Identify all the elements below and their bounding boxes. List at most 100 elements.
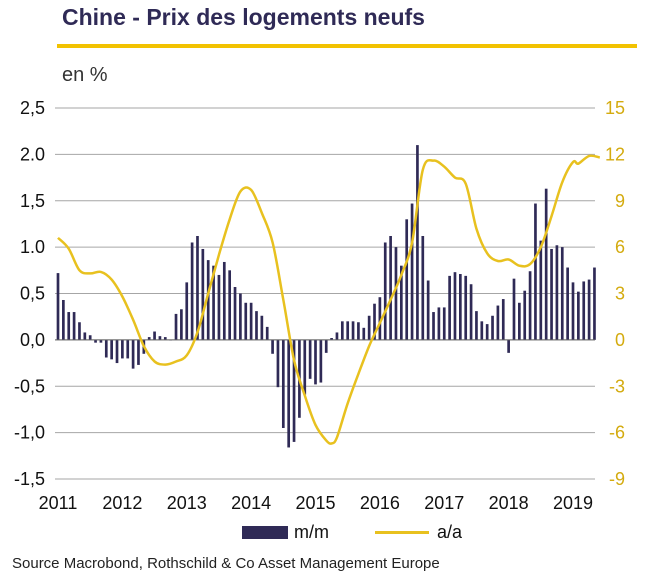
bar-mm: [491, 315, 494, 340]
bar-mm: [115, 339, 119, 364]
bar-mm: [249, 302, 253, 340]
bar-mm: [394, 247, 398, 340]
left-tick-label: 1.0: [20, 237, 45, 257]
x-tick-label: 2017: [424, 493, 464, 513]
x-tick-label: 2011: [39, 493, 78, 513]
bar-mm: [464, 275, 468, 340]
bar-mm: [357, 322, 360, 340]
bar-mm: [72, 312, 76, 340]
bar-mm: [469, 284, 473, 340]
bar-mm: [442, 307, 446, 340]
bar-mm: [432, 312, 435, 340]
bar-mm: [67, 312, 71, 340]
left-tick-label: 2,5: [20, 98, 45, 118]
bar-mm: [228, 270, 232, 340]
bar-mm: [104, 339, 108, 358]
bar-mm: [399, 265, 403, 340]
bar-mm: [351, 321, 355, 340]
bar-mm: [426, 280, 430, 340]
bar-mm: [475, 311, 478, 340]
right-tick-label: -9: [609, 469, 625, 489]
bar-mm: [244, 302, 248, 340]
bar-mm: [582, 281, 586, 340]
x-tick-label: 2013: [167, 493, 207, 513]
legend-bar-label: m/m: [294, 521, 329, 542]
bar-mm: [174, 313, 178, 340]
bar-mm: [416, 145, 419, 340]
left-tick-label: 1,5: [20, 191, 45, 211]
bar-mm: [88, 335, 92, 340]
bar-mm: [577, 291, 580, 340]
unit-label: en %: [62, 64, 108, 86]
bar-mm: [126, 339, 130, 359]
bar-mm: [512, 278, 516, 340]
bar-mm: [99, 339, 103, 343]
bar-mm: [555, 245, 559, 340]
bar-mm: [324, 339, 328, 353]
bar-mm: [330, 338, 333, 340]
right-tick-label: -3: [609, 376, 625, 396]
bar-mm: [131, 339, 135, 369]
bar-mm: [593, 267, 596, 340]
legend-line-label: a/a: [437, 521, 463, 542]
bar-mm: [201, 248, 205, 340]
right-tick-label: -6: [609, 423, 625, 443]
bar-mm: [185, 282, 189, 340]
bar-mm: [571, 282, 575, 340]
bar-mm: [308, 339, 312, 379]
bar-mm: [496, 305, 500, 340]
bar-mm: [137, 339, 140, 365]
legend: m/m a/a: [242, 521, 462, 543]
bar-mm: [260, 315, 264, 340]
x-tick-label: 2019: [553, 493, 593, 513]
bar-mm: [94, 339, 97, 343]
left-tick-label: -1,5: [14, 469, 45, 489]
bar-mm: [405, 219, 409, 340]
source-note: Source Macrobond, Rothschild & Co Asset …: [12, 555, 440, 572]
left-tick-label: 0,0: [20, 330, 45, 350]
bar-mm: [121, 339, 124, 359]
bar-mm: [539, 240, 543, 340]
title-underline: [57, 44, 637, 48]
bar-mm: [276, 339, 280, 388]
bar-mm: [206, 260, 210, 340]
right-tick-label: 0: [615, 330, 625, 350]
bar-mm: [383, 242, 387, 340]
bar-mm: [566, 267, 569, 340]
bar-mm: [507, 339, 510, 353]
bar-mm: [587, 279, 591, 340]
legend-bar-swatch: [242, 525, 288, 539]
bar-mm: [319, 339, 323, 383]
bar-mm: [544, 188, 548, 340]
bar-mm: [340, 321, 344, 340]
right-tick-label: 12: [605, 144, 625, 164]
x-tick-label: 2014: [231, 493, 271, 513]
bar-mm: [62, 299, 65, 340]
x-tick-label: 2018: [489, 493, 529, 513]
bar-mm: [378, 297, 382, 340]
bar-mm: [346, 321, 350, 340]
bar-mm: [453, 272, 457, 340]
bar-mm: [212, 265, 215, 340]
bar-mm: [255, 311, 258, 340]
bar-mm: [448, 275, 451, 340]
bar-mm: [271, 339, 274, 354]
bar-mm: [281, 339, 285, 428]
bar-mm: [389, 235, 392, 340]
bar-mm: [180, 309, 183, 340]
bar-mm: [501, 299, 505, 340]
bar-mm: [362, 327, 366, 340]
bar-mm: [163, 337, 167, 340]
bar-mm: [233, 287, 237, 340]
x-tick-label: 2012: [102, 493, 142, 513]
bar-mm: [437, 307, 441, 340]
bar-mm: [528, 271, 532, 340]
bar-mm: [560, 247, 564, 340]
left-tick-label: -1,0: [14, 423, 45, 443]
bar-mm: [367, 315, 371, 340]
bar-mm: [523, 290, 527, 340]
right-tick-label: 6: [615, 237, 625, 257]
bar-mm: [421, 235, 425, 340]
bar-mm: [303, 339, 307, 395]
